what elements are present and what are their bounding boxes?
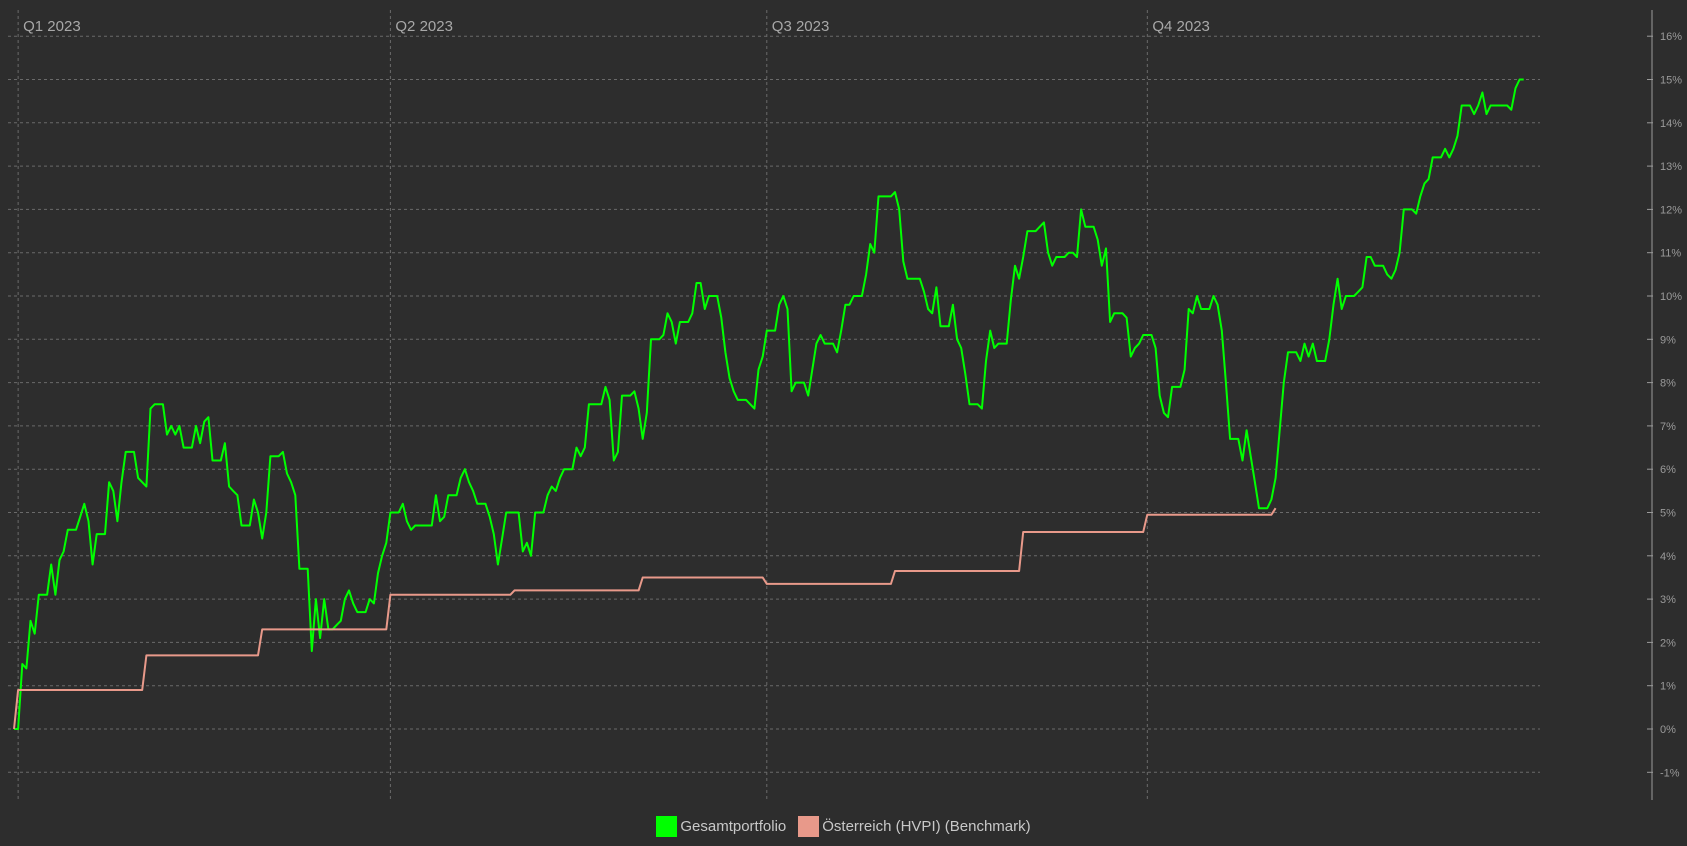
y-tick-label: 4% <box>1660 551 1676 563</box>
quarter-label: Q1 2023 <box>23 18 81 35</box>
legend-item-benchmark[interactable]: Österreich (HVPI) (Benchmark) <box>798 815 1031 837</box>
y-tick-label: 11% <box>1660 248 1681 260</box>
legend: Gesamtportfolio Österreich (HVPI) (Bench… <box>0 814 1687 838</box>
series-line-benchmark[interactable] <box>13 507 1277 730</box>
series-lines <box>13 78 1524 730</box>
y-tick-label: 3% <box>1660 594 1676 606</box>
y-tick-label: 9% <box>1660 334 1676 346</box>
y-tick-label: 15% <box>1660 75 1682 87</box>
series-line-portfolio[interactable] <box>14 78 1524 730</box>
y-tick-label: 16% <box>1660 31 1682 43</box>
y-tick-label: 10% <box>1660 291 1682 303</box>
y-tick-label: 5% <box>1660 508 1676 520</box>
y-tick-label: 0% <box>1660 724 1676 736</box>
legend-label-benchmark: Österreich (HVPI) (Benchmark) <box>822 817 1031 835</box>
y-tick-label: 12% <box>1660 204 1682 216</box>
quarter-label: Q4 2023 <box>1152 18 1210 35</box>
legend-item-portfolio[interactable]: Gesamtportfolio <box>656 815 787 837</box>
quarter-labels: Q1 2023 Q2 2023 Q3 2023 Q4 2023 <box>23 18 1210 35</box>
y-tick-label: 6% <box>1660 464 1676 476</box>
y-tick-label: 2% <box>1660 637 1676 649</box>
y-tick-label: 7% <box>1660 421 1676 433</box>
y-tick-label: 8% <box>1660 378 1676 390</box>
y-axis: -1% 0% 1% 2% 3% 4% 5% 6% 7% 8% 9% 10% 11% 12% 13% 14% 15… <box>1647 10 1682 800</box>
gridlines <box>8 10 1540 800</box>
quarter-label: Q2 2023 <box>395 18 453 35</box>
y-tick-label: 13% <box>1660 161 1682 173</box>
legend-swatch-portfolio <box>656 815 678 837</box>
y-tick-label: 14% <box>1660 118 1682 130</box>
y-tick-label: 1% <box>1660 681 1676 693</box>
legend-label-portfolio: Gesamtportfolio <box>680 817 787 835</box>
legend-swatch-benchmark <box>798 815 820 837</box>
quarter-label: Q3 2023 <box>772 18 830 35</box>
y-tick-label: -1% <box>1660 767 1680 779</box>
